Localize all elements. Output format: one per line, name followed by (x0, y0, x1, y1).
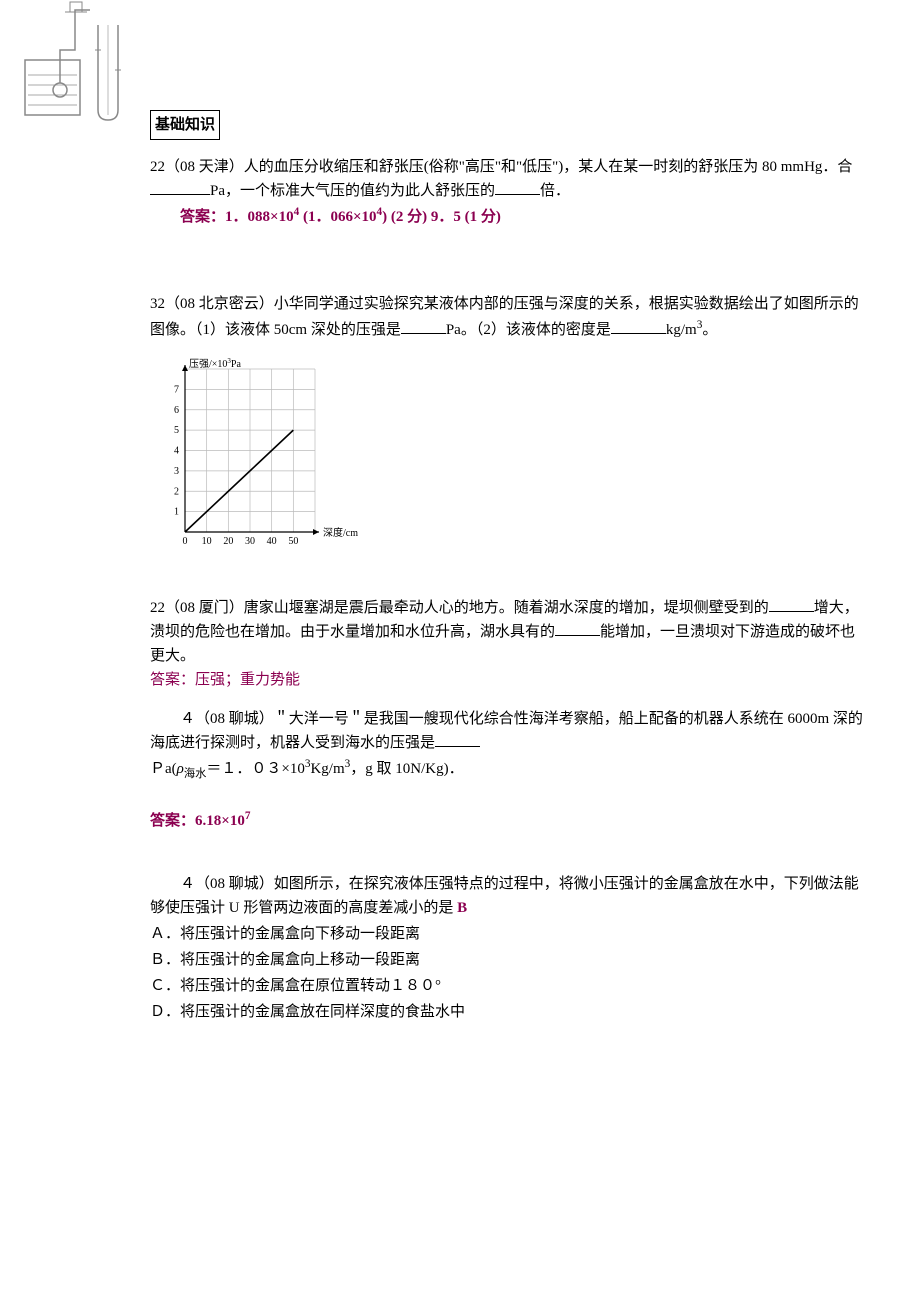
answer-alt: (1．066×10 (299, 209, 376, 225)
answer-value: 6.18×10 (195, 813, 245, 829)
answer-label: 答案： (150, 672, 195, 688)
svg-text:10: 10 (202, 536, 212, 547)
q4b-stem: ４（08 聊城）如图所示，在探究液体压强特点的过程中，将微小压强计的金属盒放在水… (150, 876, 859, 916)
question-4-liaocheng-b: ４（08 聊城）如图所示，在探究液体压强特点的过程中，将微小压强计的金属盒放在水… (150, 872, 870, 1024)
option-d: Ｄ．将压强计的金属盒放在同样深度的食盐水中 (150, 1000, 870, 1024)
q4a-unit: Ｐa( (150, 761, 177, 777)
q4a-tail: ，g 取 10N/Kg)． (350, 761, 463, 777)
svg-text:6: 6 (174, 405, 179, 416)
blank (555, 620, 600, 636)
correct-option: B (457, 900, 467, 916)
q22x-text-1: 22（08 厦门）唐家山堰塞湖是震后最牵动人心的地方。随着湖水深度的增加，堤坝侧… (150, 600, 769, 616)
q4a-mid: Kg/m (310, 761, 344, 777)
svg-text:1: 1 (174, 507, 179, 518)
q32-tail: 。 (702, 322, 717, 338)
svg-text:3: 3 (174, 466, 179, 477)
blank (401, 318, 446, 334)
q22-text-1: 22（08 天津）人的血压分收缩压和舒张压(俗称"高压"和"低压")，某人在某一… (150, 159, 852, 175)
answer-text: 压强；重力势能 (195, 672, 300, 688)
q4a-text-1: ４（08 聊城）＂大洋一号＂是我国一艘现代化综合性海洋考察船，船上配备的机器人系… (150, 711, 863, 751)
q22-text-3: 倍． (540, 183, 570, 199)
answer-exp: 7 (245, 810, 251, 822)
q4a-rho-sub: 海水 (184, 768, 207, 780)
q22-text-2: Pa，一个标准大气压的值约为此人舒张压的 (210, 183, 495, 199)
blank (769, 596, 814, 612)
svg-text:深度/cm: 深度/cm (323, 526, 358, 539)
section-tag: 基础知识 (150, 110, 220, 140)
svg-text:2: 2 (174, 486, 179, 497)
question-32-miyun: 32（08 北京密云）小华同学通过实验探究某液体内部的压强与深度的关系，根据实验… (150, 292, 870, 342)
svg-text:0: 0 (183, 536, 188, 547)
option-c: Ｃ．将压强计的金属盒在原位置转动１８０° (150, 974, 870, 998)
answer-value: 1．088×10 (225, 209, 294, 225)
svg-text:压强/×103Pa: 压强/×103Pa (189, 357, 241, 370)
manometer-illustration (20, 0, 140, 130)
option-a: Ａ．将压强计的金属盒向下移动一段距离 (150, 922, 870, 946)
question-22-tianjin: 22（08 天津）人的血压分收缩压和舒张压(俗称"高压"和"低压")，某人在某一… (150, 155, 870, 229)
svg-text:4: 4 (174, 446, 179, 457)
answer-value-2: 9．5 (1 分) (427, 209, 501, 225)
q4a-eq: ＝１．０３×10 (206, 761, 304, 777)
answer-pts: ) (2 分) (382, 209, 427, 225)
svg-text:7: 7 (174, 384, 179, 395)
svg-text:40: 40 (267, 536, 277, 547)
chart-svg: 0 10 20 30 40 50 1 2 3 4 5 6 7 深度/cm 压强/×103Pa (150, 357, 370, 557)
blank (435, 731, 480, 747)
answer-label: 答案： (150, 813, 195, 829)
answer-label: 答案： (180, 209, 225, 225)
blank (150, 179, 210, 195)
blank (611, 318, 666, 334)
q32-unit-2: kg/m (666, 322, 697, 338)
pressure-depth-chart: 0 10 20 30 40 50 1 2 3 4 5 6 7 深度/cm 压强/×103Pa (150, 357, 870, 557)
svg-text:50: 50 (288, 536, 298, 547)
q4a-rho: ρ (177, 761, 184, 777)
option-b: Ｂ．将压强计的金属盒向上移动一段距离 (150, 948, 870, 972)
svg-text:30: 30 (245, 536, 255, 547)
blank (495, 179, 540, 195)
q32-unit-1: Pa。（2）该液体的密度是 (446, 322, 611, 338)
svg-text:5: 5 (174, 425, 179, 436)
svg-text:20: 20 (223, 536, 233, 547)
question-4-liaocheng-a: ４（08 聊城）＂大洋一号＂是我国一艘现代化综合性海洋考察船，船上配备的机器人系… (150, 707, 870, 833)
question-22-xiamen: 22（08 厦门）唐家山堰塞湖是震后最牵动人心的地方。随着湖水深度的增加，堤坝侧… (150, 596, 870, 692)
